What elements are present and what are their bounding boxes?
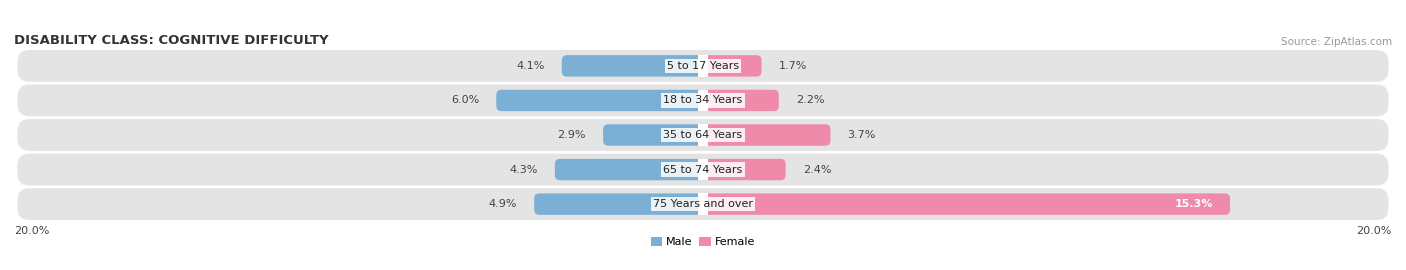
FancyBboxPatch shape bbox=[534, 193, 703, 215]
Legend: Male, Female: Male, Female bbox=[651, 237, 755, 247]
FancyBboxPatch shape bbox=[703, 159, 786, 180]
Text: 3.7%: 3.7% bbox=[848, 130, 876, 140]
FancyBboxPatch shape bbox=[703, 193, 1230, 215]
Text: 4.1%: 4.1% bbox=[516, 61, 544, 71]
Text: 6.0%: 6.0% bbox=[451, 95, 479, 106]
Text: 20.0%: 20.0% bbox=[1357, 225, 1392, 235]
FancyBboxPatch shape bbox=[17, 119, 1389, 151]
Text: 4.9%: 4.9% bbox=[488, 199, 517, 209]
FancyBboxPatch shape bbox=[555, 159, 703, 180]
Text: 1.7%: 1.7% bbox=[779, 61, 807, 71]
FancyBboxPatch shape bbox=[17, 85, 1389, 116]
Bar bbox=[697, 55, 709, 77]
FancyBboxPatch shape bbox=[703, 55, 762, 77]
FancyBboxPatch shape bbox=[703, 90, 779, 111]
Text: 75 Years and over: 75 Years and over bbox=[652, 199, 754, 209]
Bar bbox=[697, 159, 709, 180]
Text: 2.4%: 2.4% bbox=[803, 164, 831, 175]
FancyBboxPatch shape bbox=[562, 55, 703, 77]
FancyBboxPatch shape bbox=[496, 90, 703, 111]
Text: 5 to 17 Years: 5 to 17 Years bbox=[666, 61, 740, 71]
FancyBboxPatch shape bbox=[603, 124, 703, 146]
Bar bbox=[697, 90, 709, 111]
Text: 20.0%: 20.0% bbox=[14, 225, 49, 235]
Bar bbox=[697, 124, 709, 146]
Text: 35 to 64 Years: 35 to 64 Years bbox=[664, 130, 742, 140]
Text: 4.3%: 4.3% bbox=[509, 164, 537, 175]
Text: Source: ZipAtlas.com: Source: ZipAtlas.com bbox=[1281, 37, 1392, 47]
FancyBboxPatch shape bbox=[17, 50, 1389, 82]
Text: 15.3%: 15.3% bbox=[1174, 199, 1213, 209]
FancyBboxPatch shape bbox=[17, 154, 1389, 185]
Text: 18 to 34 Years: 18 to 34 Years bbox=[664, 95, 742, 106]
Bar bbox=[697, 193, 709, 215]
Text: DISABILITY CLASS: COGNITIVE DIFFICULTY: DISABILITY CLASS: COGNITIVE DIFFICULTY bbox=[14, 34, 329, 47]
Text: 65 to 74 Years: 65 to 74 Years bbox=[664, 164, 742, 175]
Text: 2.2%: 2.2% bbox=[796, 95, 824, 106]
Text: 2.9%: 2.9% bbox=[557, 130, 586, 140]
FancyBboxPatch shape bbox=[703, 124, 831, 146]
FancyBboxPatch shape bbox=[17, 188, 1389, 220]
